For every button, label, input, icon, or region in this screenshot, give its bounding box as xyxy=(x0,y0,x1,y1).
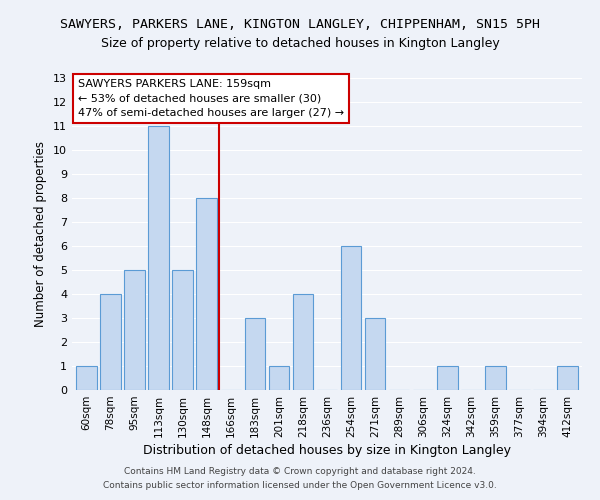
Bar xyxy=(172,270,193,390)
Bar xyxy=(485,366,506,390)
Bar xyxy=(124,270,145,390)
Y-axis label: Number of detached properties: Number of detached properties xyxy=(34,141,47,327)
Bar xyxy=(437,366,458,390)
Bar xyxy=(148,126,169,390)
Bar xyxy=(245,318,265,390)
Bar xyxy=(293,294,313,390)
X-axis label: Distribution of detached houses by size in Kington Langley: Distribution of detached houses by size … xyxy=(143,444,511,457)
Bar xyxy=(269,366,289,390)
Bar xyxy=(365,318,385,390)
Text: Size of property relative to detached houses in Kington Langley: Size of property relative to detached ho… xyxy=(101,38,499,51)
Bar xyxy=(100,294,121,390)
Text: SAWYERS, PARKERS LANE, KINGTON LANGLEY, CHIPPENHAM, SN15 5PH: SAWYERS, PARKERS LANE, KINGTON LANGLEY, … xyxy=(60,18,540,30)
Bar xyxy=(557,366,578,390)
Text: SAWYERS PARKERS LANE: 159sqm
← 53% of detached houses are smaller (30)
47% of se: SAWYERS PARKERS LANE: 159sqm ← 53% of de… xyxy=(78,80,344,118)
Bar xyxy=(196,198,217,390)
Text: Contains HM Land Registry data © Crown copyright and database right 2024.: Contains HM Land Registry data © Crown c… xyxy=(124,467,476,476)
Bar xyxy=(76,366,97,390)
Bar xyxy=(341,246,361,390)
Text: Contains public sector information licensed under the Open Government Licence v3: Contains public sector information licen… xyxy=(103,481,497,490)
